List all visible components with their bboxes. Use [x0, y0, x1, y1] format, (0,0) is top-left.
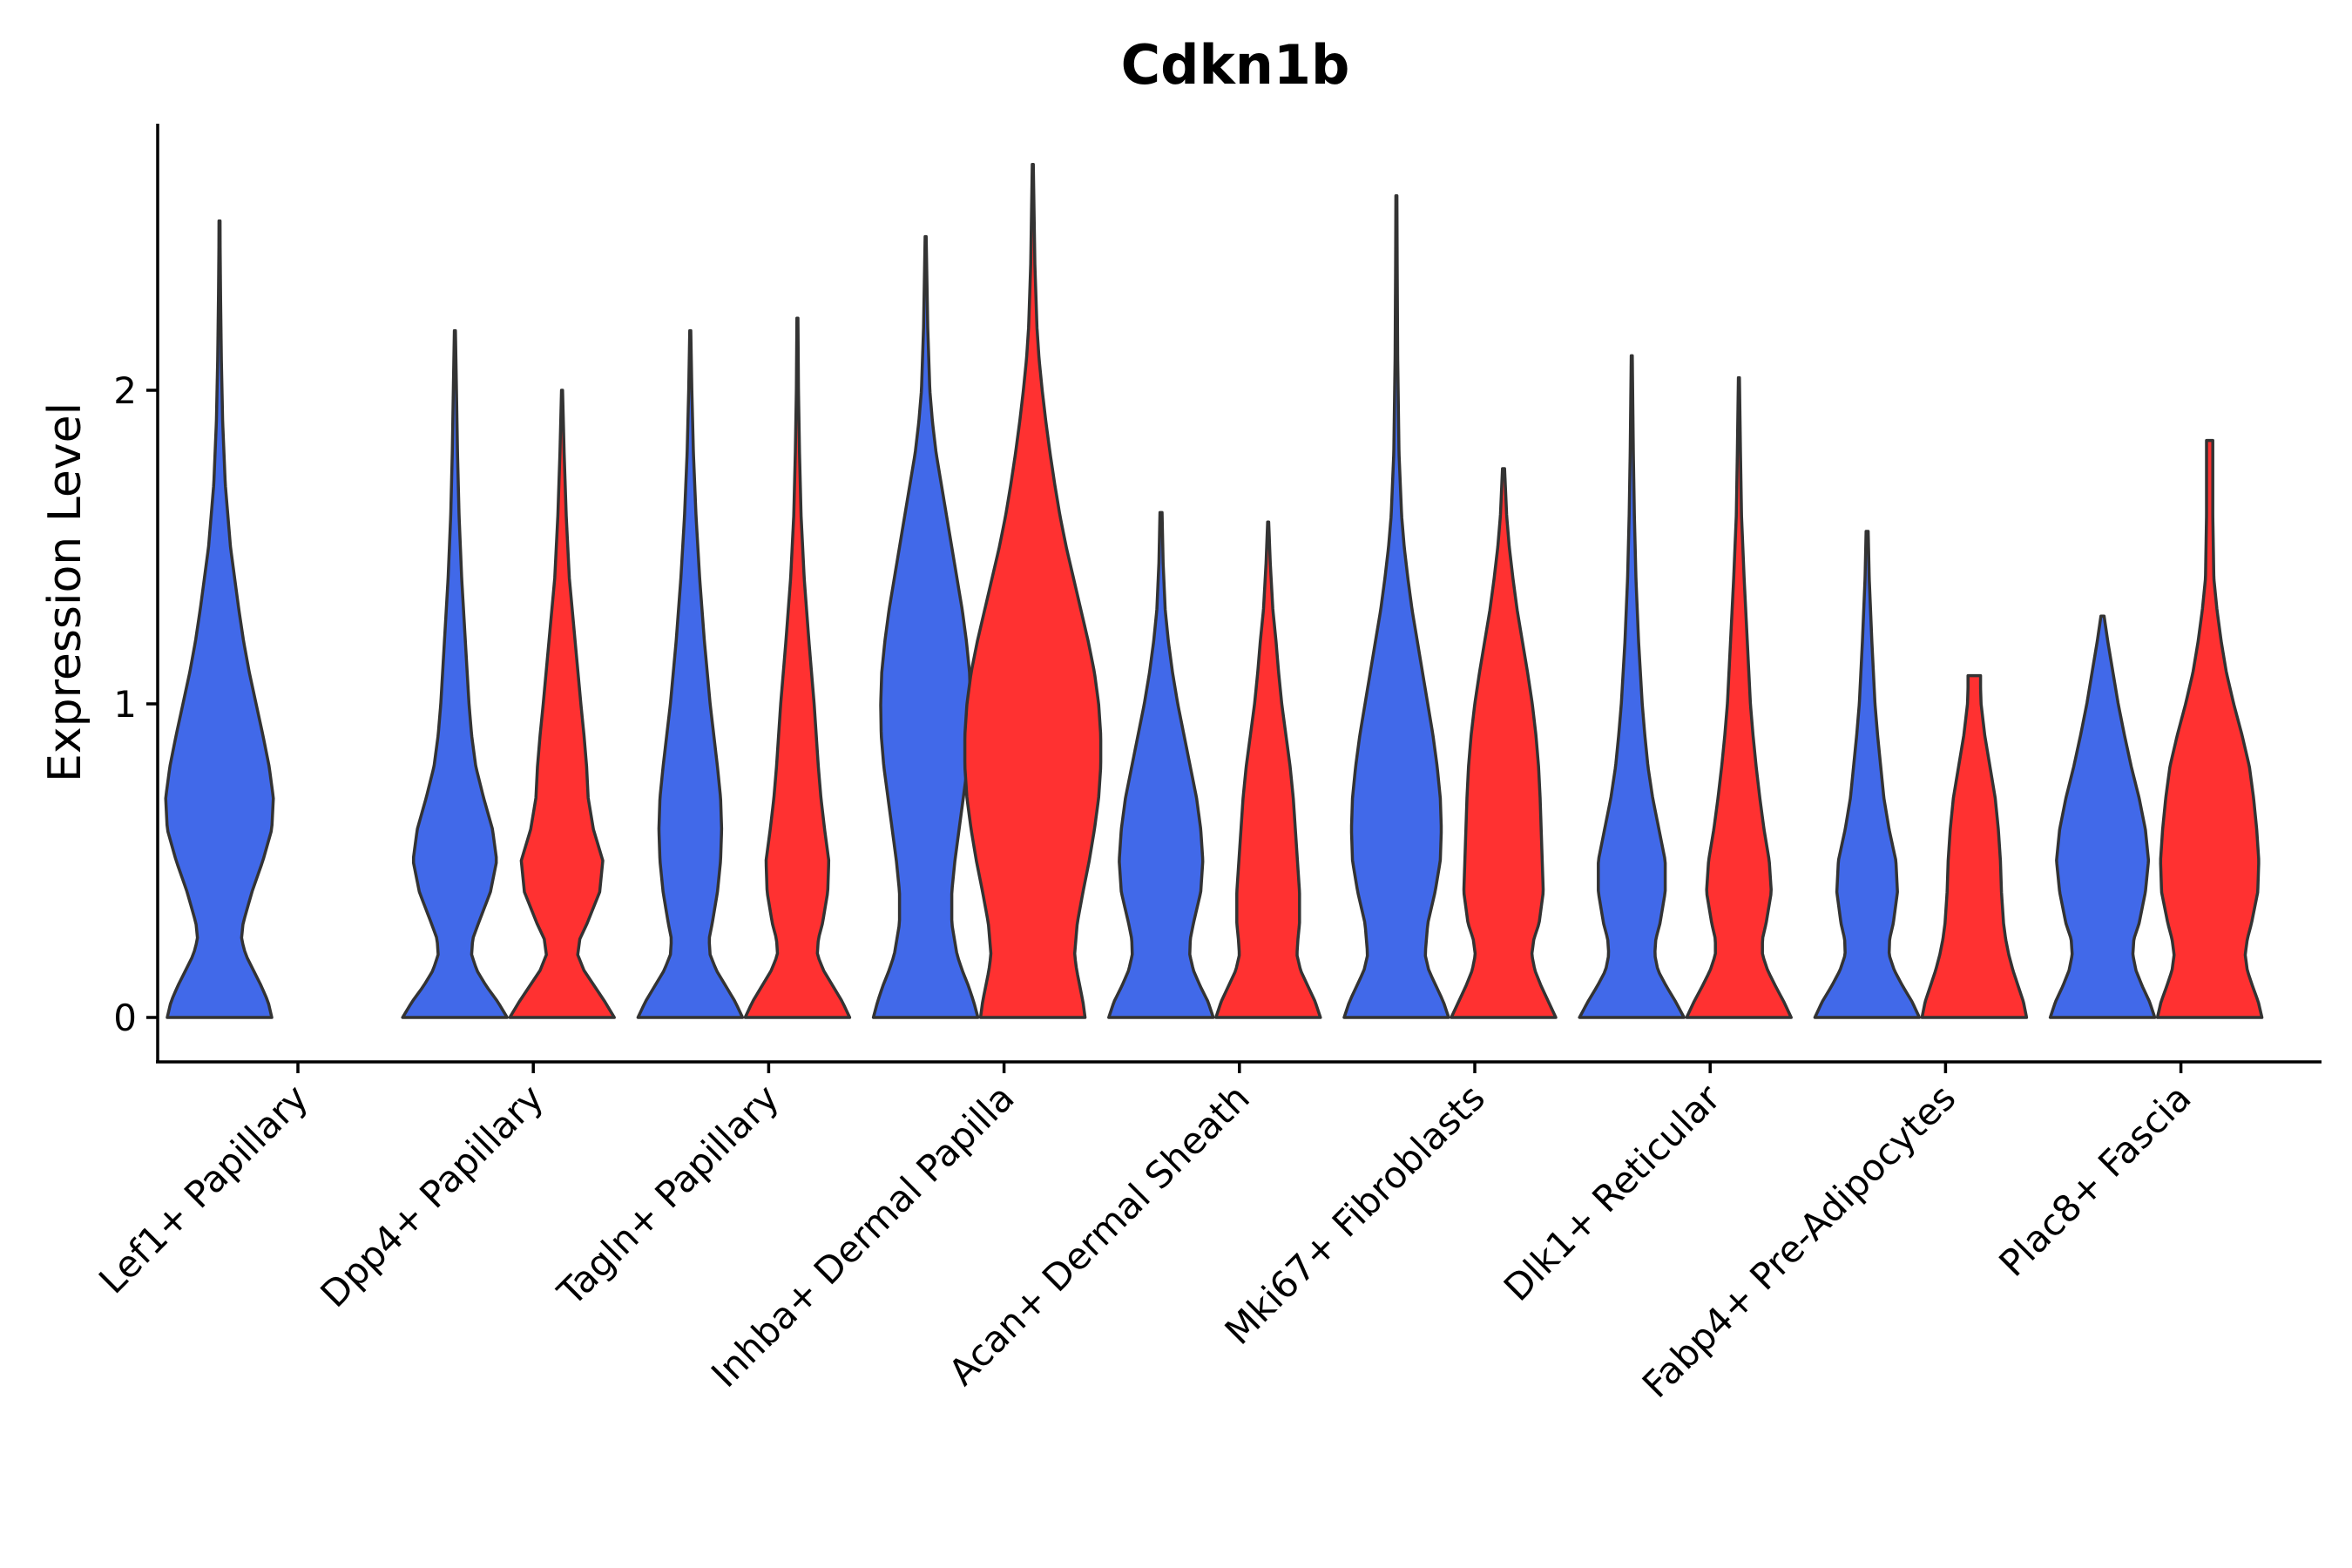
- violin-dlk1-reticular-group-1: [1578, 354, 1686, 1019]
- violin-fabp4-pre-adipocytes-group-2: [1920, 673, 2029, 1019]
- violin-inhba-dermal-papilla-group-2: [963, 163, 1103, 1019]
- violin-acan-dermal-sheath-group-1: [1107, 510, 1215, 1019]
- violin-tagln-papillary-group-2: [743, 316, 852, 1019]
- violin-dlk1-reticular-group-2: [1685, 375, 1793, 1019]
- x-tick-label-lef1-papillary: Lef1+ Papillary: [91, 1076, 316, 1301]
- x-tick-label-mki67-fibroblasts: Mki67+ Fibroblasts: [1217, 1076, 1493, 1352]
- y-tick-label: 1: [113, 683, 137, 726]
- violin-acan-dermal-sheath-group-2: [1214, 520, 1322, 1019]
- y-axis-label: Expression Level: [39, 402, 91, 782]
- x-tick-label-dlk1-reticular: Dlk1+ Reticular: [1496, 1076, 1729, 1309]
- x-tick-label-tagln-papillary: Tagln+ Papillary: [549, 1076, 787, 1314]
- y-ticks: 0 1 2: [113, 369, 158, 1039]
- x-tick-label-dpp4-papillary: Dpp4+ Papillary: [312, 1076, 551, 1315]
- violin-mki67-fibroblasts-group-1: [1342, 194, 1450, 1019]
- violin-lef1-papillary-group-1: [164, 219, 275, 1019]
- violin-plac8-fascia-group-1: [2048, 614, 2157, 1019]
- violin-dpp4-papillary-group-2: [508, 389, 616, 1019]
- chart-title: Cdkn1b: [1121, 33, 1350, 97]
- x-tick-label-plac8-fascia: Plac8+ Fascia: [1990, 1076, 2199, 1284]
- y-tick-label: 0: [113, 997, 137, 1039]
- violin-tagln-papillary-group-1: [636, 328, 745, 1019]
- violin-mki67-fibroblasts-group-2: [1450, 467, 1558, 1019]
- violin-plac8-fascia-group-2: [2155, 438, 2264, 1019]
- y-tick-label: 2: [113, 369, 137, 412]
- violin-dpp4-papillary-group-1: [401, 328, 509, 1019]
- violin-inhba-dermal-papilla-group-1: [871, 234, 980, 1019]
- violins-layer: [164, 163, 2264, 1019]
- violin-fabp4-pre-adipocytes-group-1: [1813, 530, 1922, 1019]
